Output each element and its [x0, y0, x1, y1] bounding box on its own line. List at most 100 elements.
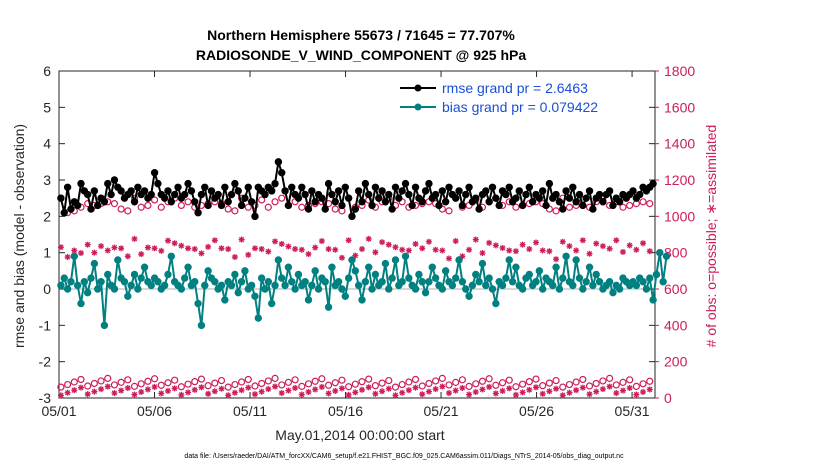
obs-assimilated-point: [466, 246, 473, 253]
obs-assimilated-point: [345, 237, 352, 244]
obs-low-possible-point: [177, 383, 185, 391]
obs-low-possible-point: [585, 382, 594, 390]
rmse-series-point: [318, 194, 326, 202]
obs-possible-point: [258, 196, 266, 204]
obs-low-assimilated-point: [499, 387, 506, 394]
obs-low-assimilated-point: [144, 386, 151, 393]
obs-low-possible-point: [130, 382, 139, 390]
rmse-series-point: [207, 187, 216, 195]
rmse-series-point: [278, 169, 286, 177]
obs-low-assimilated-point: [405, 387, 412, 394]
rmse-series-point: [87, 205, 95, 213]
x-tick-label: 05/01: [41, 403, 76, 419]
obs-low-possible-point: [605, 374, 614, 382]
plot-frame: [58, 70, 656, 399]
obs-assimilated-point: [312, 244, 319, 251]
bias-series-point: [164, 270, 172, 279]
obs-assimilated-point: [211, 237, 218, 244]
obs-assimilated-point: [412, 240, 419, 247]
rmse-series-point: [117, 187, 125, 195]
rmse-series-point: [595, 190, 604, 199]
rmse-series-point: [247, 198, 256, 206]
rmse-series-point: [445, 183, 453, 191]
rmse-series-point: [301, 190, 309, 199]
rmse-series-point: [67, 205, 75, 213]
obs-assimilated-point: [425, 238, 432, 245]
y-tick-label: 4: [43, 136, 51, 152]
bias-series-point: [368, 285, 376, 293]
rmse-series-point: [57, 194, 65, 202]
rmse-series-point: [134, 183, 142, 191]
obs-low-possible-point: [579, 375, 587, 384]
bias-series-point: [334, 278, 343, 286]
bias-series-point: [609, 288, 617, 297]
obs-possible-point: [565, 203, 574, 211]
obs-low-assimilated-point: [131, 391, 138, 398]
obs-low-assimilated-point: [546, 388, 553, 395]
obs-possible-point: [231, 207, 239, 215]
obs-possible-point: [157, 203, 165, 211]
obs-low-possible-point: [264, 377, 272, 385]
obs-low-possible-point: [552, 376, 560, 385]
obs-low-assimilated-point: [251, 391, 258, 398]
obs-assimilated-point: [191, 246, 198, 253]
obs-low-possible-point: [532, 375, 540, 383]
obs-low-possible-point: [311, 377, 319, 385]
bias-series-point: [304, 296, 313, 304]
bias-series-point: [559, 274, 567, 282]
rmse-series-point: [395, 194, 403, 202]
obs-assimilated-point: [599, 243, 606, 250]
obs-low-possible-point: [331, 379, 339, 387]
obs-low-assimilated-point: [185, 389, 192, 396]
obs-low-possible-point: [324, 381, 333, 389]
rmse-series-point: [649, 179, 657, 188]
rmse-series-point: [398, 187, 406, 195]
obs-low-assimilated-point: [298, 391, 305, 398]
bias-series-point: [659, 278, 667, 286]
y-tick-label: 2: [43, 208, 51, 224]
rmse-series-point: [388, 205, 396, 213]
obs-low-possible-point: [492, 381, 500, 389]
obs-low-possible-point: [70, 378, 78, 386]
rmse-series-point: [354, 187, 363, 195]
bias-series-point: [455, 256, 463, 264]
obs-possible-point: [278, 194, 286, 202]
obs-assimilated-point: [365, 235, 372, 242]
rmse-series-point: [629, 187, 637, 195]
bias-series-point: [301, 278, 309, 286]
obs-low-assimilated-point: [211, 388, 218, 395]
rmse-series-point: [438, 187, 447, 195]
obs-low-assimilated-point: [472, 389, 479, 396]
obs-low-assimilated-point: [138, 389, 145, 396]
rmse-series-point: [488, 183, 497, 191]
obs-low-assimilated-point: [532, 384, 539, 391]
obs-low-assimilated-point: [412, 384, 419, 391]
rmse-series-point: [180, 190, 189, 199]
obs-low-possible-point: [64, 380, 72, 389]
rmse-series-point: [462, 190, 470, 199]
rmse-series-point: [555, 198, 564, 206]
obs-assimilated-point: [405, 247, 412, 254]
obs-low-possible-point: [104, 374, 112, 382]
obs-low-possible-point: [505, 376, 513, 384]
obs-low-assimilated-point: [646, 386, 653, 393]
obs-low-possible-point: [626, 376, 634, 384]
bias-series-point: [532, 278, 540, 286]
bias-series-point: [137, 274, 145, 282]
rmse-series-point: [475, 205, 483, 213]
obs-low-possible-point: [338, 376, 346, 384]
bias-series-point: [582, 278, 590, 286]
rmse-series-point: [234, 187, 242, 195]
obs-low-assimilated-point: [392, 392, 399, 399]
obs-assimilated-point: [138, 251, 145, 258]
rmse-series-point: [94, 201, 102, 210]
bias-series-point: [338, 285, 346, 293]
obs-low-possible-point: [371, 382, 380, 390]
x-tick-label: 05/11: [233, 403, 267, 419]
obs-low-assimilated-point: [452, 387, 459, 394]
obs-low-possible-point: [545, 379, 553, 387]
rmse-series-point: [341, 183, 349, 191]
bias-series-point: [632, 281, 641, 290]
obs-low-assimilated-point: [566, 389, 573, 396]
rmse-series-point: [441, 198, 450, 206]
